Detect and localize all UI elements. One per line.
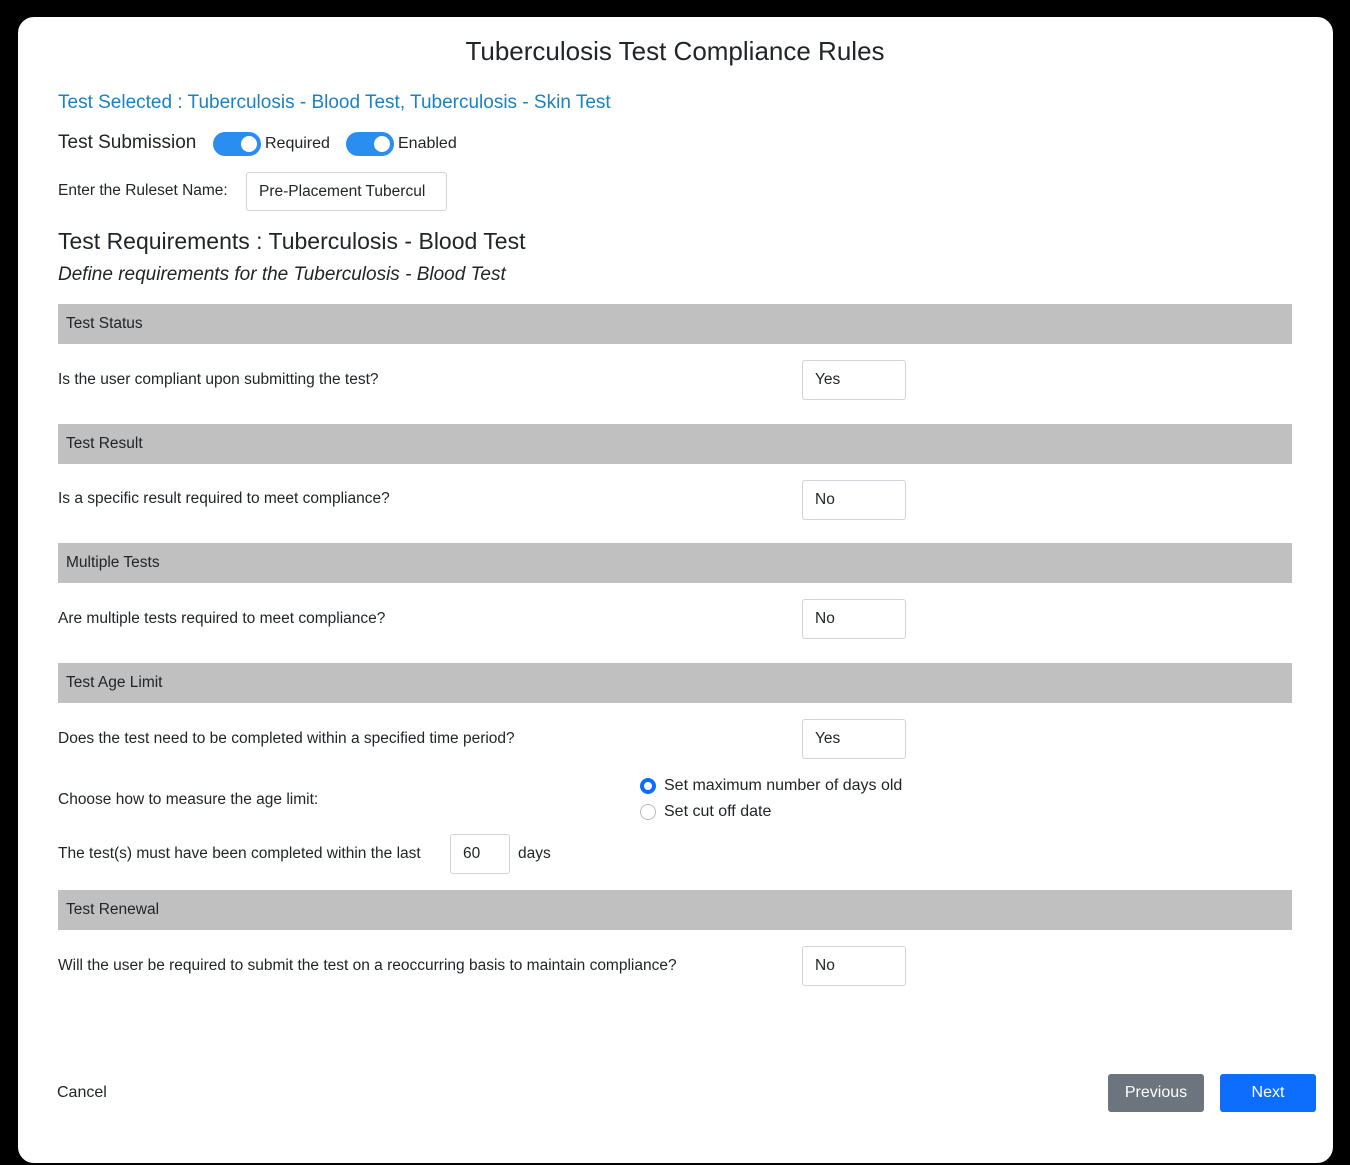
max-days-radio[interactable] [640, 778, 656, 794]
ruleset-name-input[interactable]: Pre-Placement Tubercul [246, 172, 447, 211]
next-button[interactable]: Next [1220, 1074, 1316, 1112]
previous-button[interactable]: Previous [1108, 1074, 1204, 1112]
required-label: Required [265, 135, 330, 152]
cutoff-date-radio[interactable] [640, 804, 656, 820]
cancel-button[interactable]: Cancel [57, 1084, 107, 1101]
section-header-test-status: Test Status [58, 304, 1292, 344]
cutoff-date-label[interactable]: Set cut off date [664, 803, 772, 820]
enabled-toggle[interactable] [346, 132, 394, 156]
test-result-select[interactable]: No [802, 480, 906, 520]
ruleset-name-label: Enter the Ruleset Name: [58, 182, 228, 199]
max-days-label[interactable]: Set maximum number of days old [664, 777, 903, 794]
question-test-renewal: Will the user be required to submit the … [58, 957, 677, 974]
section-header-test-renewal: Test Renewal [58, 890, 1292, 930]
requirements-title: Test Requirements : Tuberculosis - Blood… [58, 228, 526, 254]
days-input[interactable]: 60 [450, 834, 510, 874]
page-title: Tuberculosis Test Compliance Rules [465, 36, 885, 66]
test-submission-label: Test Submission [58, 132, 197, 153]
required-toggle[interactable] [213, 132, 261, 156]
section-header-test-result: Test Result [58, 424, 1292, 464]
section-header-multiple-tests: Multiple Tests [58, 543, 1292, 583]
multiple-tests-select[interactable]: No [802, 599, 906, 639]
requirements-subtitle: Define requirements for the Tuberculosis… [58, 264, 506, 285]
test-status-select[interactable]: Yes [802, 360, 906, 400]
question-multiple-tests: Are multiple tests required to meet comp… [58, 610, 386, 627]
section-header-test-age-limit: Test Age Limit [58, 663, 1292, 703]
question-test-status: Is the user compliant upon submitting th… [58, 371, 379, 388]
test-selected-link[interactable]: Test Selected : Tuberculosis - Blood Tes… [58, 92, 611, 113]
question-test-age-limit: Does the test need to be completed withi… [58, 730, 515, 747]
test-age-limit-select[interactable]: Yes [802, 719, 906, 759]
measure-age-limit-label: Choose how to measure the age limit: [58, 791, 319, 808]
days-unit-label: days [518, 845, 551, 862]
test-renewal-select[interactable]: No [802, 946, 906, 986]
within-label: The test(s) must have been completed wit… [58, 845, 421, 862]
compliance-rules-modal [16, 15, 1335, 1165]
enabled-label: Enabled [398, 135, 457, 152]
question-test-result: Is a specific result required to meet co… [58, 490, 390, 507]
